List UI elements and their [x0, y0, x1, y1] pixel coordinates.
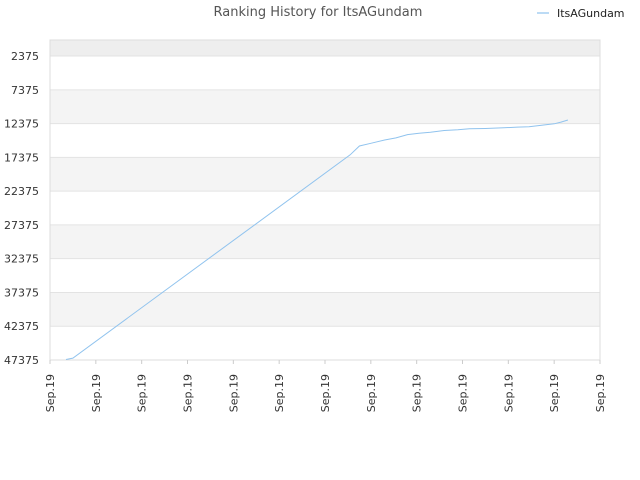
series-layer [65, 119, 569, 360]
plot-band [50, 326, 600, 360]
plot-bands [50, 40, 600, 360]
y-tick-label: 12375 [4, 118, 39, 131]
x-tick-label: Sep.19 [548, 374, 561, 412]
x-tick-label: Sep.19 [273, 374, 286, 412]
y-axis: 2375 7375 12375 17375 22375 27375 32375 37375 42… [4, 50, 39, 367]
y-tick-label: 47375 [4, 354, 39, 367]
x-axis: Sep.19 Sep.19 Sep.19 Sep.19 Sep.19 Sep.19 Sep.… [44, 360, 607, 412]
series-line [65, 119, 569, 360]
plot-band [50, 89, 600, 124]
y-tick-label: 7375 [11, 84, 39, 97]
plot-band [50, 157, 600, 192]
y-tick-label: 32375 [4, 253, 39, 266]
x-tick-label: Sep.19 [182, 374, 195, 412]
x-tick-label: Sep.19 [457, 374, 470, 412]
y-tick-label: 37375 [4, 286, 39, 299]
x-tick-label: Sep.19 [502, 374, 515, 412]
legend-label: ItsAGundam [557, 7, 625, 20]
y-tick-label: 42375 [4, 320, 39, 333]
plot-band [50, 258, 600, 293]
y-tick-label: 27375 [4, 219, 39, 232]
x-tick-label: Sep.19 [136, 374, 149, 412]
x-tick-label: Sep.19 [319, 374, 332, 412]
y-tick-label: 22375 [4, 185, 39, 198]
plot-band [50, 292, 600, 327]
plot-band [50, 191, 600, 225]
plot-band [50, 123, 600, 158]
x-tick-label: Sep.19 [90, 374, 103, 412]
plot-band [50, 40, 600, 57]
plot-band [50, 56, 600, 90]
chart-title: Ranking History for ItsAGundam [214, 5, 423, 20]
x-tick-label: Sep.19 [227, 374, 240, 412]
y-tick-label: 17375 [4, 151, 39, 164]
x-tick-label: Sep.19 [365, 374, 378, 412]
x-tick-label: Sep.19 [411, 374, 424, 412]
y-tick-label: 2375 [11, 50, 39, 63]
x-tick-label: Sep.19 [594, 374, 607, 412]
x-tick-label: Sep.19 [44, 374, 57, 412]
plot-band [50, 224, 600, 259]
legend[interactable]: ItsAGundam [537, 7, 625, 20]
